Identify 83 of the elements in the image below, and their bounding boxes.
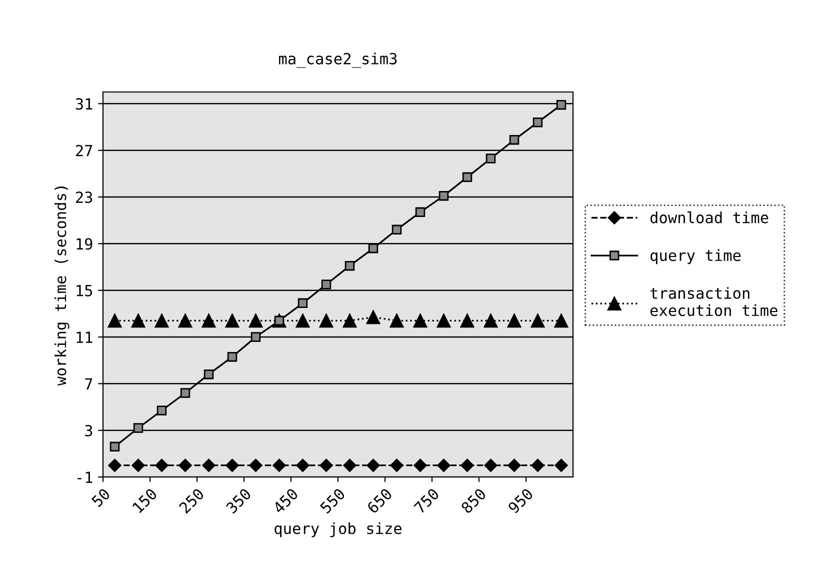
point (227, 352, 238, 362)
x-tick-label: 50 (90, 488, 111, 508)
point (248, 314, 263, 328)
point (272, 458, 286, 472)
point (368, 243, 378, 254)
point (343, 458, 356, 472)
point (414, 458, 427, 472)
legend-label: query time (650, 249, 741, 264)
point (532, 117, 543, 128)
point (462, 172, 472, 182)
point (436, 314, 451, 328)
point (178, 458, 192, 472)
x-tick-label: 650 (366, 488, 393, 514)
point (108, 458, 122, 472)
point (204, 369, 214, 380)
point (366, 310, 380, 324)
point (155, 458, 168, 472)
point (178, 314, 192, 328)
point (344, 260, 355, 271)
point (202, 458, 216, 472)
point (415, 207, 426, 218)
y-tick-label: 15 (76, 285, 92, 296)
point (110, 442, 120, 452)
point (296, 314, 310, 328)
y-tick-label: -1 (78, 472, 92, 483)
y-tick-label: 7 (85, 378, 92, 390)
legend-label: transaction execution time (650, 287, 778, 316)
point (484, 458, 498, 472)
point (342, 314, 357, 328)
point (390, 458, 404, 472)
point (390, 314, 404, 328)
point (531, 458, 544, 472)
point (133, 423, 144, 433)
y-tick-label: 11 (76, 332, 92, 343)
point (509, 134, 520, 145)
point (508, 458, 521, 472)
point (180, 388, 190, 398)
y-tick-label: 27 (76, 144, 92, 156)
x-tick-label: 350 (225, 488, 252, 514)
point (225, 314, 240, 328)
point (392, 224, 402, 235)
point (108, 314, 122, 328)
point (154, 314, 169, 328)
point (554, 314, 568, 328)
y-axis-title: working time (seconds) (54, 186, 70, 386)
x-tick-label: 250 (178, 488, 205, 514)
point (366, 458, 380, 472)
x-tick-label: 450 (272, 488, 299, 514)
point (319, 314, 334, 328)
point (298, 298, 308, 308)
point (438, 190, 449, 201)
point (321, 280, 332, 290)
x-tick-label: 850 (460, 488, 487, 514)
point (226, 458, 239, 472)
point (250, 332, 261, 342)
point (320, 458, 333, 472)
point (484, 314, 498, 328)
point (507, 314, 522, 328)
point (156, 406, 167, 416)
y-tick-label: 23 (76, 192, 92, 204)
point (202, 314, 216, 328)
point (460, 458, 474, 472)
point (554, 458, 568, 472)
y-tick-label: 31 (76, 98, 92, 110)
point (556, 100, 566, 110)
legend-label: download time (650, 211, 768, 224)
point (131, 314, 146, 328)
point (486, 154, 496, 164)
point (530, 314, 545, 328)
point (437, 458, 450, 472)
point (249, 458, 262, 472)
point (413, 314, 428, 328)
point (132, 458, 145, 472)
x-tick-label: 950 (507, 488, 534, 514)
x-tick-label: 750 (413, 488, 440, 514)
y-tick-label: 3 (85, 424, 92, 436)
x-axis-title: query job size (274, 522, 402, 538)
point (460, 314, 474, 328)
x-tick-label: 550 (319, 488, 346, 514)
chart-title: ma_case2_sim3 (279, 52, 397, 68)
x-tick-label: 150 (132, 488, 158, 514)
y-tick-label: 19 (76, 238, 92, 250)
point (296, 458, 310, 472)
